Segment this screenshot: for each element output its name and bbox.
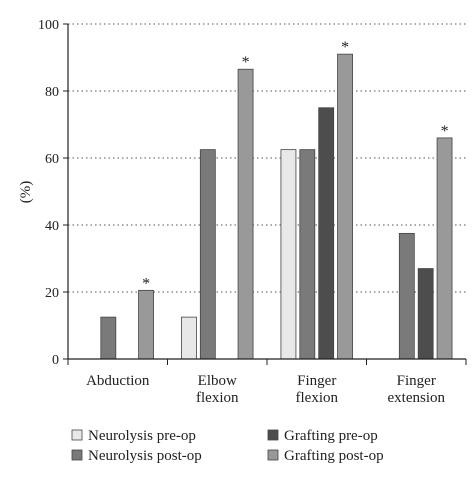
bar-3-0 <box>138 289 154 360</box>
bar-1-0 <box>100 316 117 360</box>
category-label: extension <box>388 390 446 406</box>
legend-swatch <box>71 429 83 441</box>
y-axis-title: (%) <box>18 181 34 204</box>
y-tick-label: 20 <box>45 286 59 301</box>
bar-2-3 <box>417 268 434 360</box>
significance-marker: * <box>142 275 150 292</box>
significance-marker: * <box>441 123 449 140</box>
category-label: Finger <box>297 373 336 389</box>
bar-2-2 <box>318 107 335 360</box>
y-tick-labels: 0 20 40 60 80 100 <box>38 18 59 368</box>
bar-1-2 <box>299 149 316 360</box>
y-tick-label: 80 <box>45 85 59 100</box>
legend-swatch <box>71 449 83 461</box>
bar-1-1 <box>199 149 216 360</box>
y-tick-label: 60 <box>45 152 59 167</box>
grid-lines <box>68 23 466 293</box>
bar-0-2 <box>280 149 297 360</box>
legend-item: Grafting pre-op <box>267 428 378 444</box>
bar-3-3 <box>436 137 453 360</box>
legend-label: Grafting post-op <box>284 448 384 464</box>
bars <box>100 53 453 360</box>
category-label: Finger <box>397 373 436 389</box>
legend-label: Neurolysis pre-op <box>88 428 196 444</box>
legend-swatch <box>267 429 279 441</box>
legend-item: Neurolysis pre-op <box>71 428 196 444</box>
bar-3-1 <box>237 68 254 360</box>
axes <box>63 23 467 365</box>
legend-item: Grafting post-op <box>267 448 384 464</box>
annotations: * * * * <box>142 39 449 292</box>
category-label: flexion <box>296 390 339 406</box>
legend-label: Grafting pre-op <box>284 428 378 444</box>
legend-label: Neurolysis post-op <box>88 448 202 464</box>
category-label: flexion <box>196 390 239 406</box>
bar-1-3 <box>398 232 415 360</box>
y-tick-label: 100 <box>38 18 59 33</box>
y-tick-label: 0 <box>52 353 59 368</box>
significance-marker: * <box>341 39 349 56</box>
legend: Neurolysis pre-op Grafting pre-op Neurolys… <box>71 428 384 464</box>
significance-marker: * <box>242 54 250 71</box>
legend-swatch <box>267 449 279 461</box>
category-label: Abduction <box>86 373 150 389</box>
category-labels: Abduction ElbowflexionFingerflexionFinger… <box>86 373 445 406</box>
bar-3-2 <box>337 53 353 360</box>
category-label: Elbow <box>198 373 237 389</box>
bar-0-1 <box>181 316 197 360</box>
legend-item: Neurolysis post-op <box>71 448 202 464</box>
y-tick-label: 40 <box>45 219 59 234</box>
